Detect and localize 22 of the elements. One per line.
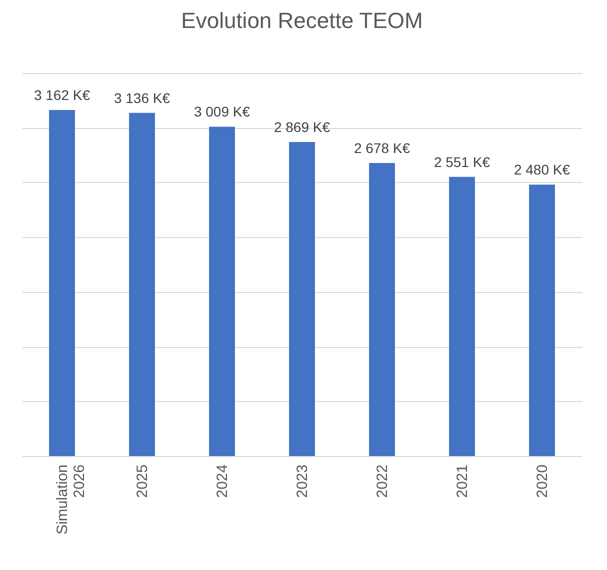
- data-label: 3 136 K€: [114, 90, 170, 106]
- data-label: 2 551 K€: [434, 154, 490, 170]
- bar: [449, 176, 475, 456]
- data-label: 2 869 K€: [274, 119, 330, 136]
- bar: [129, 112, 155, 456]
- x-tick-label: 2021: [454, 464, 471, 498]
- x-tick-label: Simulation 2026: [54, 464, 88, 535]
- data-label: 2 480 K€: [514, 162, 570, 178]
- bar: [289, 142, 315, 456]
- x-tick-label: 2024: [214, 464, 231, 498]
- bar: [49, 110, 75, 456]
- data-label: 3 162 K€: [34, 86, 90, 103]
- data-label: 2 678 K€: [354, 140, 410, 156]
- bar: [529, 184, 555, 456]
- bar: [209, 126, 235, 456]
- bar: [369, 162, 395, 456]
- x-tick-label: 2023: [294, 464, 311, 498]
- data-label: 3 009 K€: [194, 104, 250, 120]
- x-tick-label: 2022: [374, 464, 391, 498]
- chart-title: Evolution Recette TEOM: [181, 8, 423, 33]
- x-tick-label: 2025: [134, 464, 151, 498]
- x-tick-label: 2020: [534, 464, 551, 498]
